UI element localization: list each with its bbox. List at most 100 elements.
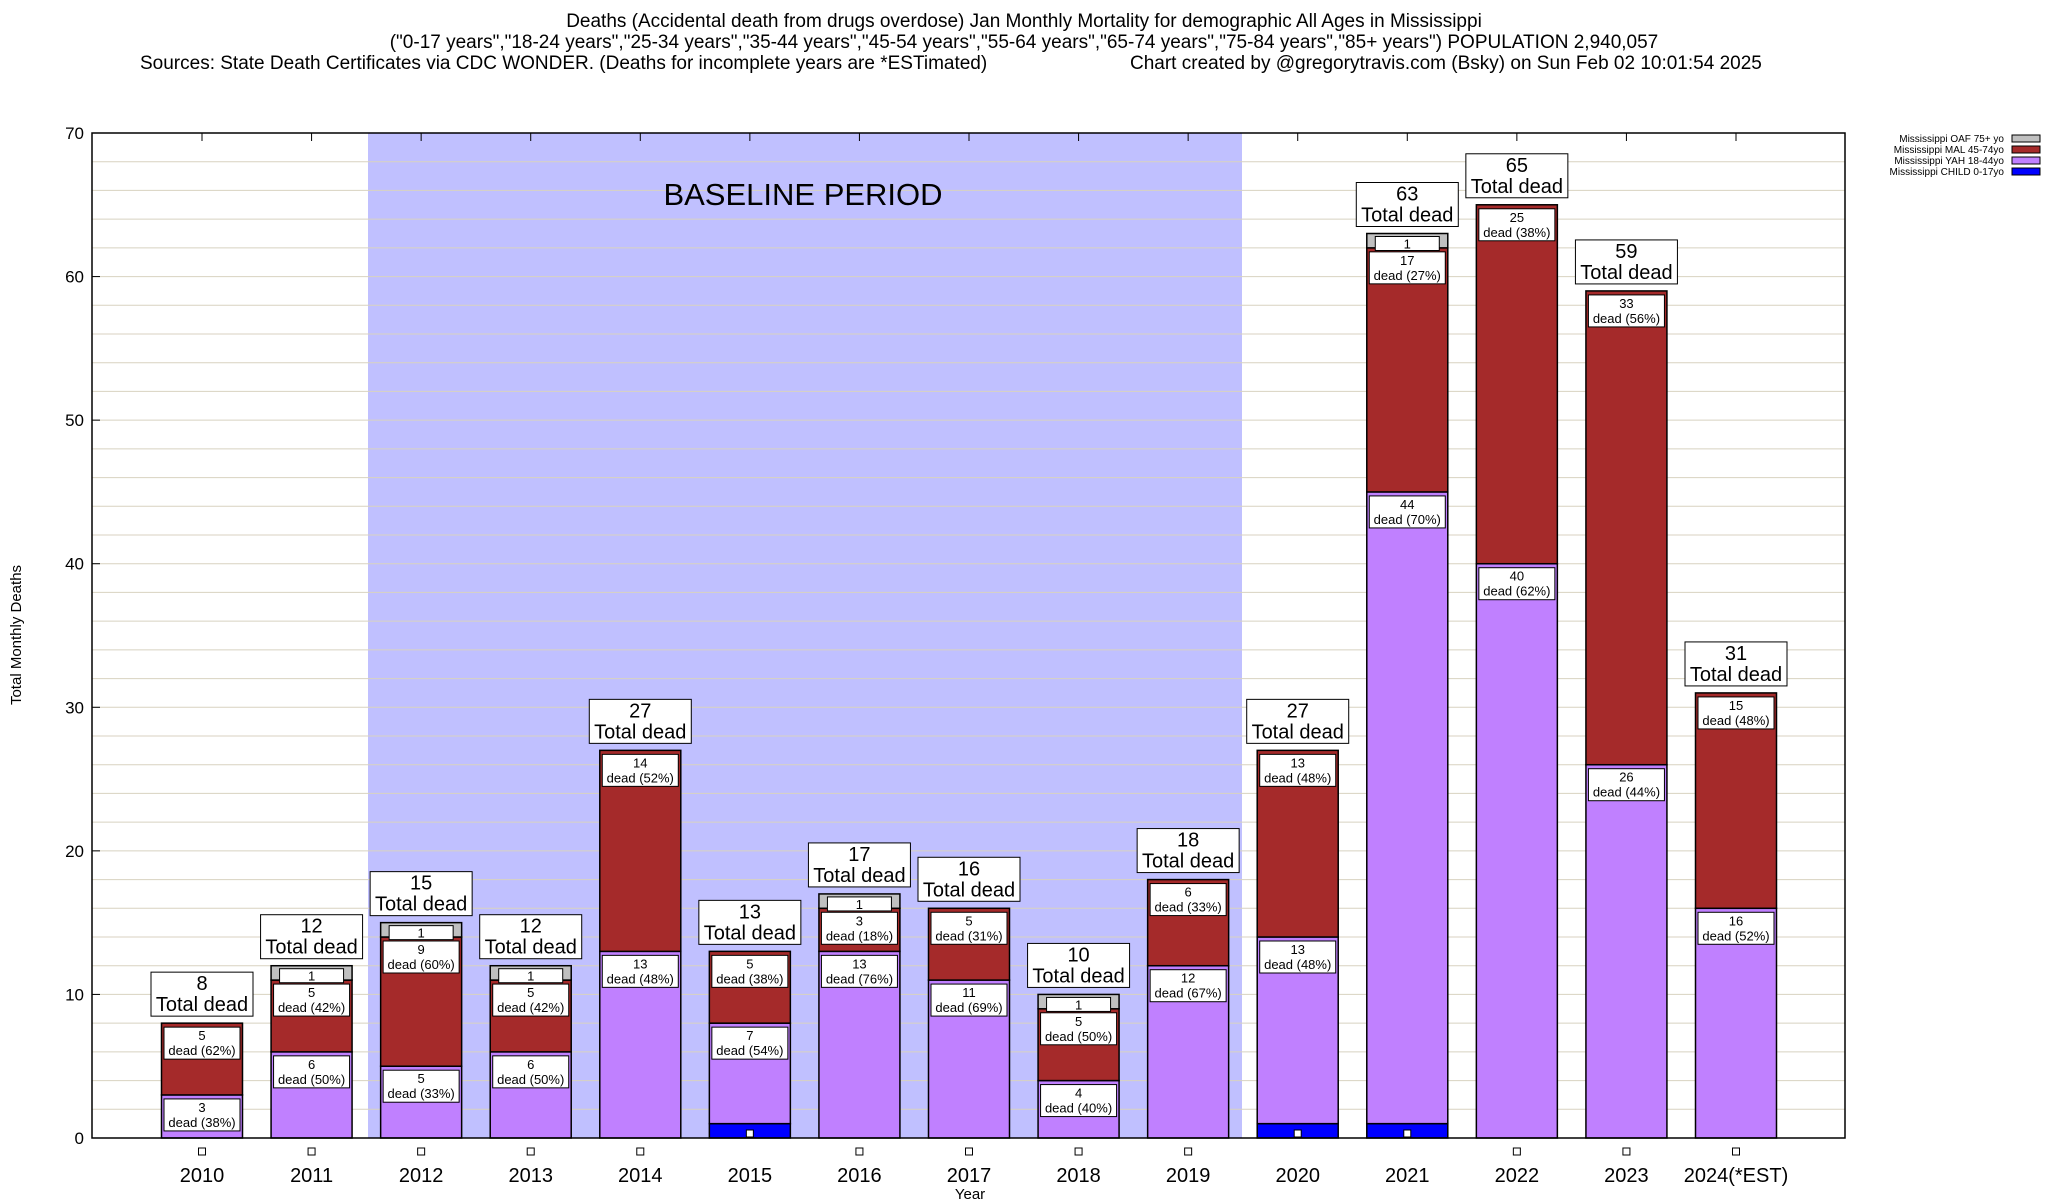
segment-label-percent: dead (48%) xyxy=(607,971,674,986)
total-label-text: Total dead xyxy=(156,994,248,1016)
segment-label-box xyxy=(163,1026,241,1060)
child-marker xyxy=(1293,1129,1302,1138)
total-label-box xyxy=(1684,641,1788,687)
total-label-box xyxy=(1355,182,1459,227)
segment-label-percent: dead (56%) xyxy=(1593,311,1660,326)
total-label-box xyxy=(1136,828,1240,874)
total-label-text: Total dead xyxy=(1032,965,1124,987)
total-label-box xyxy=(150,971,254,1017)
bar-segment xyxy=(1475,204,1559,565)
segment-label-box xyxy=(1587,294,1665,328)
child-marker xyxy=(417,1147,426,1156)
y-axis-label: Total Monthly Deaths xyxy=(8,565,25,705)
segment-label-count: 11 xyxy=(962,985,976,1000)
segment-label-count: 13 xyxy=(1290,942,1304,957)
chart-credit: Chart created by @gregorytravis.com (Bsk… xyxy=(1130,53,1762,74)
segment-label-percent: dead (67%) xyxy=(1155,986,1222,1001)
total-label-box xyxy=(479,914,583,960)
segment-label-box xyxy=(1697,696,1775,730)
bar-segment xyxy=(1366,491,1449,1125)
segment-label-box xyxy=(1478,567,1556,601)
segment-label-box xyxy=(601,753,679,787)
legend-label: Mississippi OAF 75+ yo xyxy=(1899,134,2004,145)
bar-segment xyxy=(1585,763,1668,1139)
segment-label-box xyxy=(382,1069,460,1103)
x-tick-label: 2021 xyxy=(1385,1165,1430,1187)
segment-label-box xyxy=(1149,883,1227,917)
segment-label-count: 3 xyxy=(856,913,863,928)
segment-label-count: 12 xyxy=(1181,971,1195,986)
segment-label-percent: dead (48%) xyxy=(1264,957,1331,972)
segment-label-box xyxy=(1697,911,1775,945)
x-tick-label: 2011 xyxy=(290,1165,333,1187)
chart-title: Deaths (Accidental death from drugs over… xyxy=(566,11,1482,32)
segment-label-count: 13 xyxy=(852,956,866,971)
segment-label-count: 25 xyxy=(1510,210,1524,225)
bar-segment xyxy=(1475,562,1559,1139)
segment-label-percent: dead (52%) xyxy=(607,770,674,785)
total-label-count: 63 xyxy=(1396,184,1418,206)
segment-label-percent: dead (50%) xyxy=(1045,1029,1112,1044)
total-label-text: Total dead xyxy=(375,894,467,916)
segment-label-box xyxy=(382,940,460,974)
segment-label-count: 13 xyxy=(1290,755,1304,770)
total-label-text: Total dead xyxy=(1142,851,1234,873)
segment-label-percent: dead (50%) xyxy=(497,1072,564,1087)
total-label-count: 18 xyxy=(1177,830,1199,852)
segment-label-box xyxy=(1374,236,1440,251)
x-tick-label: 2019 xyxy=(1166,1165,1211,1187)
segment-label-box xyxy=(1259,753,1337,787)
total-label-box xyxy=(917,856,1021,902)
segment-label-count: 1 xyxy=(1404,237,1411,252)
segment-label-percent: dead (27%) xyxy=(1374,268,1441,283)
segment-label-count: 1 xyxy=(1075,997,1082,1012)
chart-subtitle: ("0-17 years","18-24 years","25-34 years… xyxy=(389,32,1659,53)
legend-label: Mississippi CHILD 0-17yo xyxy=(1890,167,2005,178)
y-tick-label: 40 xyxy=(65,555,84,574)
segment-label-box xyxy=(1149,969,1227,1003)
segment-label-box xyxy=(1368,495,1446,529)
child-marker xyxy=(1184,1147,1193,1156)
child-marker xyxy=(307,1147,316,1156)
total-label-box xyxy=(369,871,473,917)
y-tick-label: 70 xyxy=(65,124,84,143)
total-label-text: Total dead xyxy=(1690,664,1782,686)
segment-label-percent: dead (42%) xyxy=(278,1000,345,1015)
segment-label-box xyxy=(492,1055,570,1089)
child-marker xyxy=(1403,1129,1412,1138)
total-label-count: 8 xyxy=(196,973,207,995)
total-label-count: 17 xyxy=(848,844,870,866)
plot-frame xyxy=(91,132,1846,1139)
segment-label-count: 7 xyxy=(746,1028,753,1043)
segment-label-percent: dead (33%) xyxy=(1155,900,1222,915)
segment-label-count: 5 xyxy=(308,985,315,1000)
total-label-text: Total dead xyxy=(485,937,577,959)
segment-label-count: 1 xyxy=(856,897,863,912)
x-tick-label: 2022 xyxy=(1495,1165,1540,1187)
x-tick-label: 2010 xyxy=(180,1165,225,1187)
total-label-box xyxy=(588,698,692,744)
segment-label-percent: dead (69%) xyxy=(935,1000,1002,1015)
segment-label-box xyxy=(279,968,345,984)
chart-sources: Sources: State Death Certificates via CD… xyxy=(140,53,988,74)
y-tick-label: 50 xyxy=(65,411,84,430)
x-tick-label: 2015 xyxy=(728,1165,773,1187)
segment-label-percent: dead (50%) xyxy=(278,1072,345,1087)
total-label-text: Total dead xyxy=(1580,262,1672,284)
segment-label-percent: dead (62%) xyxy=(1483,584,1550,599)
segment-label-count: 40 xyxy=(1510,569,1524,584)
segment-label-percent: dead (48%) xyxy=(1264,770,1331,785)
segment-label-count: 17 xyxy=(1400,253,1414,268)
segment-label-count: 1 xyxy=(527,969,534,984)
segment-label-count: 6 xyxy=(308,1057,315,1072)
baseline-period-label: BASELINE PERIOD xyxy=(663,177,942,212)
legend-swatch xyxy=(2011,167,2041,176)
x-tick-label: 2023 xyxy=(1604,1165,1649,1187)
total-label-count: 65 xyxy=(1506,155,1528,177)
segment-label-count: 5 xyxy=(198,1028,205,1043)
total-label-count: 10 xyxy=(1067,944,1089,966)
total-label-count: 59 xyxy=(1615,241,1637,263)
total-label-count: 12 xyxy=(520,916,542,938)
y-tick-label: 20 xyxy=(65,842,84,861)
segment-label-box xyxy=(1368,251,1446,285)
